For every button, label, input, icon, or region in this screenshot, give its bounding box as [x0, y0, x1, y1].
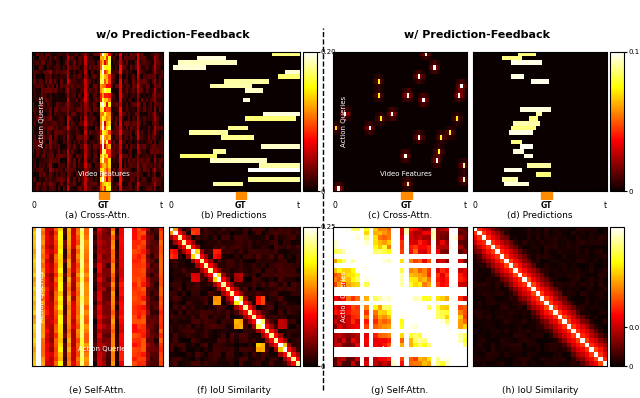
Text: (f) IoU Similarity: (f) IoU Similarity [197, 386, 271, 395]
Text: GT: GT [235, 201, 246, 210]
Text: Action Queries: Action Queries [40, 271, 45, 322]
Text: Action Queries: Action Queries [381, 346, 432, 352]
Text: Action Queries: Action Queries [78, 346, 129, 352]
Text: (a) Cross-Attn.: (a) Cross-Attn. [65, 211, 130, 220]
Text: Action Queries: Action Queries [40, 96, 45, 147]
Text: (b) Predictions: (b) Predictions [202, 211, 267, 220]
Text: GT: GT [401, 201, 412, 210]
Text: Action Queries: Action Queries [340, 96, 346, 147]
Text: (d) Predictions: (d) Predictions [507, 211, 573, 220]
Text: GT: GT [98, 201, 109, 210]
Text: w/o Prediction-Feedback: w/o Prediction-Feedback [96, 30, 250, 40]
Text: t: t [296, 201, 300, 210]
Text: 0: 0 [333, 201, 338, 210]
Bar [99, 192, 109, 199]
Text: w/ Prediction-Feedback: w/ Prediction-Feedback [404, 30, 550, 40]
Text: Action Queries: Action Queries [340, 271, 346, 322]
Text: t: t [463, 201, 467, 210]
Bar [236, 192, 246, 199]
Text: GT: GT [541, 201, 552, 210]
Text: Video Features: Video Features [381, 171, 432, 177]
Text: t: t [604, 201, 607, 210]
Bar [541, 192, 552, 199]
Text: 0: 0 [169, 201, 174, 210]
Text: 0: 0 [473, 201, 478, 210]
Text: (g) Self-Attn.: (g) Self-Attn. [371, 386, 428, 395]
Text: t: t [159, 201, 163, 210]
Text: (h) IoU Similarity: (h) IoU Similarity [502, 386, 578, 395]
Text: Video Features: Video Features [78, 171, 130, 177]
Bar [401, 192, 412, 199]
Text: (e) Self-Attn.: (e) Self-Attn. [68, 386, 126, 395]
Text: (c) Cross-Attn.: (c) Cross-Attn. [367, 211, 432, 220]
Text: 0: 0 [32, 201, 37, 210]
